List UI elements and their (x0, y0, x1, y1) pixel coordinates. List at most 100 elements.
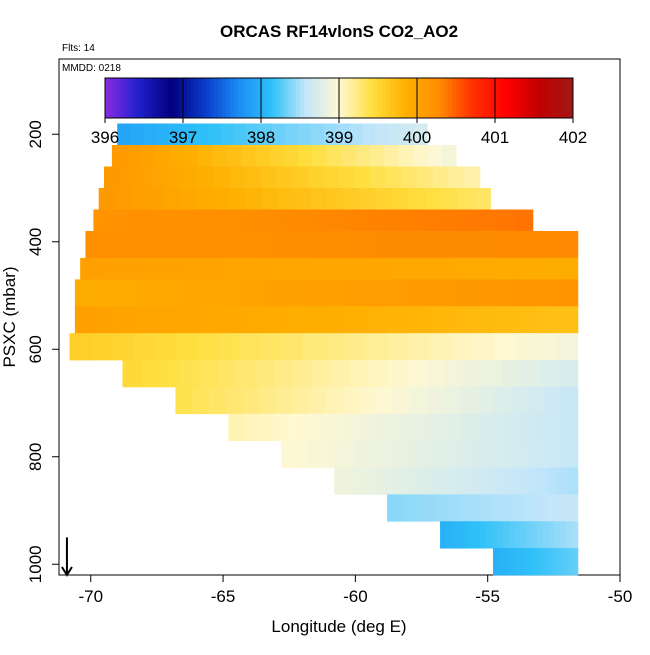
colorbar-segment (413, 78, 418, 118)
y-axis-tick-label: 1000 (26, 545, 45, 583)
heat-cell (278, 188, 296, 210)
heat-cell (103, 166, 121, 189)
colorbar-segment (222, 78, 227, 118)
heat-cell (263, 279, 285, 307)
heat-cell (389, 279, 411, 307)
colorbar-segment (136, 78, 141, 118)
heat-band-15 (387, 494, 579, 522)
heat-cell (365, 333, 388, 361)
colorbar-segment (120, 78, 125, 118)
heat-cell (393, 231, 415, 259)
heat-cell (520, 521, 527, 549)
heat-cell (485, 521, 493, 549)
heat-cell (274, 360, 294, 388)
heat-cell (560, 548, 565, 576)
arrow-layer (61, 537, 73, 577)
heat-cell (196, 188, 214, 210)
colorbar-segment (140, 78, 145, 118)
heat-cell (557, 231, 579, 259)
heat-cell (373, 413, 390, 442)
colorbar-segment (522, 78, 527, 118)
heat-cell (466, 467, 477, 495)
heat-cell (236, 360, 256, 388)
heat-cell (387, 494, 396, 522)
heat-cell (347, 279, 369, 307)
colorbar-tick-label: 400 (403, 128, 431, 147)
colorbar-segment (385, 78, 391, 118)
heat-band-16 (440, 521, 579, 549)
y-axis-tick-label: 400 (26, 228, 45, 256)
heat-cell (535, 306, 558, 334)
heat-cell (364, 467, 376, 495)
heat-cell (307, 166, 324, 189)
heat-cell (386, 209, 406, 232)
heat-band-5 (85, 231, 579, 259)
heat-cell (545, 548, 551, 576)
heat-cell (259, 386, 277, 415)
heat-cell (326, 145, 342, 167)
heat-cell (294, 209, 314, 232)
heat-cell (69, 333, 92, 361)
colorbar-segment (151, 78, 157, 118)
heat-cell (344, 333, 367, 361)
heat-cell (137, 306, 160, 334)
heat-cell (553, 494, 563, 522)
heat-cell (260, 333, 282, 361)
heat-band-6 (80, 257, 579, 280)
heat-cell (466, 494, 476, 522)
heat-cell (535, 548, 540, 576)
heat-cell (557, 467, 569, 495)
heat-cell (355, 145, 371, 167)
heat-cell (415, 467, 427, 495)
heat-cell (328, 257, 351, 280)
heat-cell (384, 145, 400, 167)
heat-cell (331, 231, 353, 259)
heat-cell (427, 145, 443, 167)
y-axis-tick-label: 200 (26, 120, 45, 148)
heat-cell (418, 494, 428, 522)
colorbar-segment (456, 78, 461, 118)
heat-cell (179, 279, 202, 307)
x-axis: -70 -65 -60 -55 -50 (78, 575, 632, 606)
colorbar-segment (370, 78, 375, 118)
heat-cell (85, 231, 107, 259)
plot-frame (58, 58, 621, 576)
colorbar-segment (417, 78, 422, 118)
heat-cell (431, 279, 453, 307)
heat-cell (535, 279, 558, 307)
heat-cell (503, 440, 517, 468)
heat-cell (493, 306, 516, 334)
heat-cell (343, 188, 361, 210)
colorbar-segment (459, 78, 465, 118)
heat-cell (515, 440, 529, 468)
heat-cell (281, 333, 304, 361)
heat-cell (318, 440, 332, 468)
colorbar-segment (491, 78, 496, 118)
heat-cell (266, 257, 289, 280)
heat-cell (338, 166, 356, 189)
heat-cell (323, 123, 338, 146)
heat-cell (514, 306, 537, 334)
heat-cell (198, 360, 218, 388)
colorbar-segment (124, 78, 129, 118)
heat-cell (269, 145, 285, 167)
heat-cell (374, 467, 386, 495)
heat-cell (148, 209, 168, 232)
heat-cell (413, 123, 428, 146)
heat-cell (183, 145, 199, 167)
heat-cell (539, 360, 560, 388)
heat-cell (344, 413, 360, 442)
colorbar-segment (210, 78, 215, 118)
heat-cell (543, 521, 550, 549)
chart-title: ORCAS RF14vlonS CO2_AO2 (220, 22, 458, 41)
heat-cell (441, 209, 461, 232)
heat-cell (323, 166, 340, 189)
heat-cell (352, 231, 374, 259)
heat-cell (528, 440, 542, 468)
colorbar-segment (296, 78, 301, 118)
colorbar-segment (526, 78, 531, 118)
heat-cell (369, 360, 389, 388)
heat-cell (158, 279, 181, 307)
heat-cell (175, 386, 193, 415)
